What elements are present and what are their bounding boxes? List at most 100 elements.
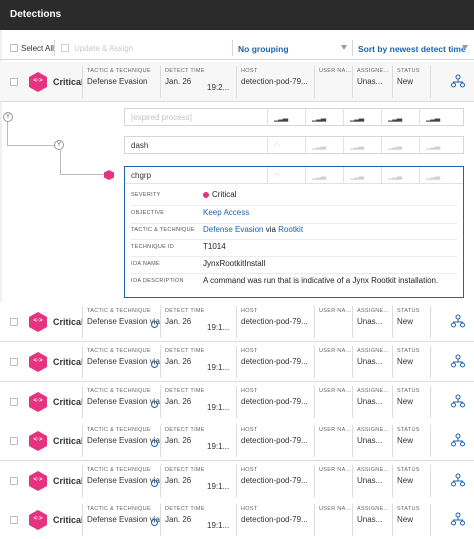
status-column-label: STATUS <box>397 308 420 314</box>
table-row[interactable]: <·> Critical TACTIC & TECHNIQUE Defense … <box>0 62 474 102</box>
process-detail-panel[interactable]: chgrp ◠ ▁▂▃ ▁▂▃ ▁▂▃ ▁▂▃ SEVERITY Critica… <box>124 166 464 298</box>
process-node-dash[interactable]: dash ◠ ▁▂▃ ▁▂▃ ▁▂▃ ▁▂▃ <box>124 136 464 154</box>
table-row[interactable]: <·> Critical TACTIC & TECHNIQUE Defense … <box>0 302 474 342</box>
table-row[interactable]: <·> Critical TACTIC & TECHNIQUE Defense … <box>0 421 474 461</box>
time-cell: i DETECT TIME Jan. 26 19:1... <box>151 504 236 536</box>
status-cell: STATUS New <box>392 66 430 98</box>
status-value: New <box>397 317 414 326</box>
status-column-label: STATUS <box>397 348 420 354</box>
time-value: 19:1... <box>207 363 230 372</box>
time-value: 19:1... <box>207 482 230 491</box>
process-stat-cell: ▁▂▃ <box>343 167 381 183</box>
select-all-checkbox[interactable] <box>10 44 18 52</box>
time-cell: i DETECT TIME Jan. 26 19:1... <box>151 346 236 378</box>
process-tree-icon[interactable] <box>451 473 465 487</box>
info-icon[interactable]: i <box>151 401 158 408</box>
status-column-label: STATUS <box>397 388 420 394</box>
grouping-chevron-icon[interactable] <box>341 45 347 50</box>
time-column-label: DETECT TIME <box>165 348 205 354</box>
bars-icon: ▁▂▃ <box>274 115 288 122</box>
process-tree-icon[interactable] <box>451 74 465 88</box>
process-stat-cell: ▁▂▃ <box>305 137 343 153</box>
via-text: via <box>263 225 279 234</box>
assignee-column-label: ASSIGNE... <box>357 427 390 433</box>
sort-dropdown[interactable]: Sort by newest detect time <box>358 44 466 54</box>
host-column-label: HOST <box>241 388 258 394</box>
select-all-label[interactable]: Select All <box>21 44 54 53</box>
user-cell: USER NA... <box>314 425 352 457</box>
detail-ioa-description: IOA DESCRIPTION A command was run that i… <box>131 275 461 289</box>
time-column-label: DETECT TIME <box>165 308 205 314</box>
row-checkbox[interactable] <box>10 358 18 366</box>
severity-dot-icon <box>203 192 209 198</box>
info-icon[interactable]: i <box>151 440 158 447</box>
table-row[interactable]: <·> Critical TACTIC & TECHNIQUE Defense … <box>0 342 474 382</box>
user-cell: USER NA... <box>314 504 352 536</box>
info-icon[interactable]: i <box>151 361 158 368</box>
tree-connector <box>60 174 104 175</box>
detail-ioa-name: IOA NAME JynxRootkitInstall <box>131 258 461 272</box>
technique-link[interactable]: Rootkit <box>278 225 304 234</box>
process-tree-icon[interactable] <box>451 512 465 526</box>
process-stat-cell: ▁▂▃ <box>419 109 463 125</box>
host-column-label: HOST <box>241 427 258 433</box>
info-icon[interactable]: i <box>151 519 158 526</box>
update-assign-button[interactable]: Update & Assign <box>74 44 134 53</box>
table-row[interactable]: <·> Critical TACTIC & TECHNIQUE Defense … <box>0 461 474 501</box>
status-cell: STATUS New <box>392 346 430 378</box>
process-tree-icon[interactable] <box>451 394 465 408</box>
time-cell: i DETECT TIME Jan. 26 19:1... <box>151 465 236 497</box>
hexagon-code-icon: <·> <box>29 431 47 451</box>
ioa-name-value: JynxRootkitInstall <box>203 259 266 268</box>
table-row[interactable]: <·> Critical TACTIC & TECHNIQUE Defense … <box>0 382 474 422</box>
time-value: 19:1... <box>207 323 230 332</box>
process-tree-icon[interactable] <box>451 433 465 447</box>
host-column-label: HOST <box>241 506 258 512</box>
process-tree-icon[interactable] <box>451 314 465 328</box>
bars-icon: ▁▂▃ <box>312 115 326 122</box>
tree-node-icon[interactable]: Y <box>3 112 13 122</box>
detail-label: SEVERITY <box>131 192 161 198</box>
row-checkbox[interactable] <box>10 437 18 445</box>
process-stat-cell: ▁▂▃ <box>267 109 305 125</box>
sort-chevron-icon[interactable] <box>462 45 468 50</box>
row-checkbox[interactable] <box>10 398 18 406</box>
info-icon[interactable]: i <box>151 480 158 487</box>
process-tree-cell <box>430 465 474 497</box>
process-tree-cell <box>430 386 474 418</box>
tactic-column-label: TACTIC & TECHNIQUE <box>87 506 151 512</box>
bars-icon: ▁▂▃ <box>350 115 364 122</box>
status-column-label: STATUS <box>397 506 420 512</box>
row-checkbox[interactable] <box>10 318 18 326</box>
process-node-expired[interactable]: [expired process] ▁▂▃ ▁▂▃ ▁▂▃ ▁▂▃ ▁▂▃ <box>124 108 464 126</box>
wifi-icon: ◠ <box>274 173 280 180</box>
severity-text: Critical <box>53 77 84 87</box>
info-icon[interactable]: i <box>151 321 158 328</box>
severity-text: Critical <box>53 515 84 525</box>
table-row[interactable]: <·> Critical TACTIC & TECHNIQUE Defense … <box>0 500 474 539</box>
grouping-dropdown[interactable]: No grouping <box>238 44 289 54</box>
bars-icon: ▁▂▃ <box>426 115 440 122</box>
detail-label: OBJECTIVE <box>131 210 165 216</box>
toolbar-divider <box>54 40 55 56</box>
process-stat-cell: ▁▂▃ <box>305 109 343 125</box>
time-column-label: DETECT TIME <box>165 68 205 74</box>
tactic-column-label: TACTIC & TECHNIQUE <box>87 388 151 394</box>
process-tree-icon[interactable] <box>451 354 465 368</box>
divider <box>131 239 457 240</box>
objective-link[interactable]: Keep Access <box>203 208 250 217</box>
hexagon-code-icon: <·> <box>29 510 47 530</box>
row-checkbox[interactable] <box>10 516 18 524</box>
tree-node-icon[interactable]: Y <box>54 140 64 150</box>
row-checkbox[interactable] <box>10 78 18 86</box>
hexagon-code-icon: <·> <box>29 312 47 332</box>
assignee-column-label: ASSIGNE... <box>357 506 390 512</box>
tactic-cell: TACTIC & TECHNIQUE Defense Evasion <box>82 66 160 98</box>
status-column-label: STATUS <box>397 467 420 473</box>
ioa-description-value: A command was run that is indicative of … <box>203 276 439 285</box>
assignee-value: Unas... <box>357 397 383 406</box>
row-checkbox[interactable] <box>10 477 18 485</box>
tactic-link[interactable]: Defense Evasion <box>203 225 264 234</box>
process-tree-cell <box>430 306 474 338</box>
assignee-value: Unas... <box>357 515 383 524</box>
